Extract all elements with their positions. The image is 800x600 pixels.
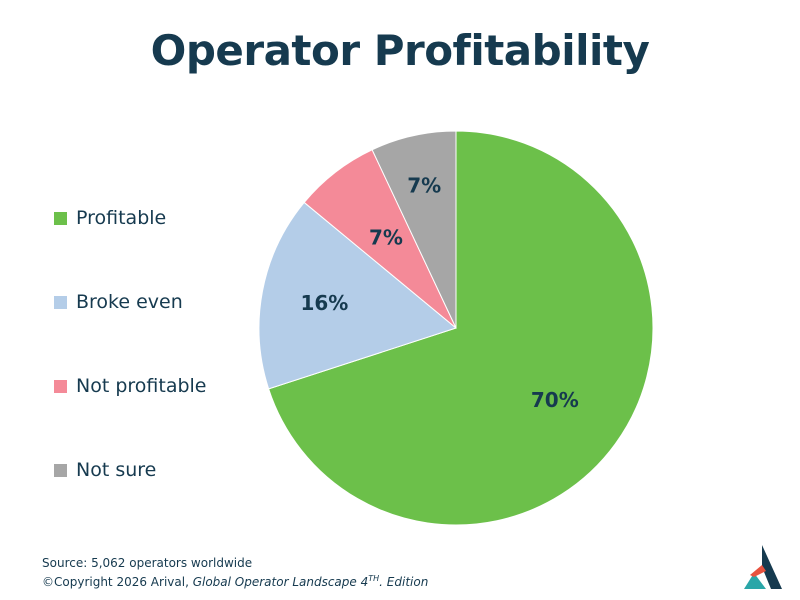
copyright-note: ©Copyright 2026 Arival, Global Operator … <box>42 571 682 590</box>
legend-swatch-profitable <box>54 211 67 225</box>
legend-item-broke-even: Broke even <box>54 291 183 313</box>
footer: Source: 5,062 operators worldwide ©Copyr… <box>42 555 682 590</box>
logo-navy-shape <box>762 545 782 589</box>
publication-superscript: TH <box>368 574 380 583</box>
legend-label-not-profitable: Not profitable <box>76 375 207 397</box>
legend-swatch-broke-even <box>54 295 67 309</box>
logo-teal-shape <box>744 573 766 589</box>
publication-title: Global Operator Landscape 4TH. Edition <box>192 574 429 589</box>
pie-slice-not-sure <box>371 130 457 329</box>
slice-label-profitable: 70% <box>531 388 579 412</box>
slice-label-not-profitable: 7% <box>369 226 403 250</box>
pie-slice-profitable <box>268 130 654 526</box>
copyright-prefix: ©Copyright 2026 Arival, <box>42 575 193 589</box>
legend-label-profitable: Profitable <box>76 207 167 229</box>
legend-item-not-sure: Not sure <box>54 459 156 481</box>
chart-title: Operator Profitability <box>150 26 650 75</box>
legend-item-profitable: Profitable <box>54 207 166 229</box>
publication-name: Global Operator Landscape 4 <box>192 575 369 589</box>
legend-swatch-not-sure <box>54 463 67 477</box>
publication-suffix: . Edition <box>379 575 429 589</box>
slice-label-not-sure: 7% <box>407 174 441 198</box>
arival-logo-icon <box>744 545 782 589</box>
legend-label-broke-even: Broke even <box>76 291 183 313</box>
logo-red-shape <box>750 565 766 577</box>
source-note: Source: 5,062 operators worldwide <box>42 556 253 570</box>
slice-label-broke-even: 16% <box>300 291 348 315</box>
legend-item-not-profitable: Not profitable <box>54 375 207 397</box>
legend: Profitable Broke even Not profitable Not… <box>54 0 254 600</box>
legend-swatch-not-profitable <box>54 379 67 393</box>
legend-label-not-sure: Not sure <box>76 459 157 481</box>
pie-slice-broke-even <box>258 201 458 390</box>
